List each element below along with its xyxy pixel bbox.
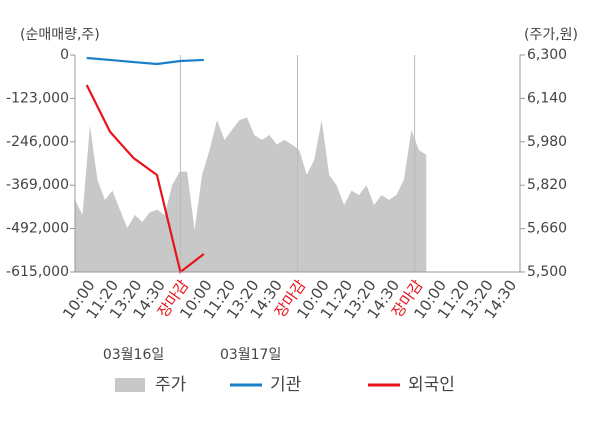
y-tick-label: -123,000 — [6, 90, 69, 106]
date-label: 03월17일 — [220, 347, 281, 363]
y-title: (순매매량,주) — [20, 27, 100, 43]
y2-tick-label: 5,820 — [527, 177, 567, 193]
y2-tick-label: 6,300 — [527, 47, 567, 63]
y2-title: (주가,원) — [524, 27, 578, 43]
net-line — [86, 56, 204, 66]
y2-tick-label: 6,140 — [527, 90, 567, 106]
legend-label: 주가 — [155, 375, 187, 395]
legend-swatch — [115, 378, 145, 392]
y2-tick-label: 5,500 — [527, 264, 567, 280]
price-area — [75, 117, 427, 272]
date-label: 03월16일 — [103, 347, 164, 363]
y-tick-label: -492,000 — [6, 221, 69, 237]
y-tick-label: -615,000 — [6, 264, 69, 280]
y-tick-label: -246,000 — [6, 134, 69, 150]
legend-label: 기관 — [270, 375, 301, 395]
y-tick-label: 0 — [60, 47, 69, 63]
y2-tick-label: 5,980 — [527, 134, 567, 150]
legend-label: 외국인 — [408, 375, 455, 395]
net-line — [85, 84, 205, 274]
y2-tick-label: 5,660 — [527, 221, 567, 237]
y-tick-label: -369,000 — [6, 177, 69, 193]
